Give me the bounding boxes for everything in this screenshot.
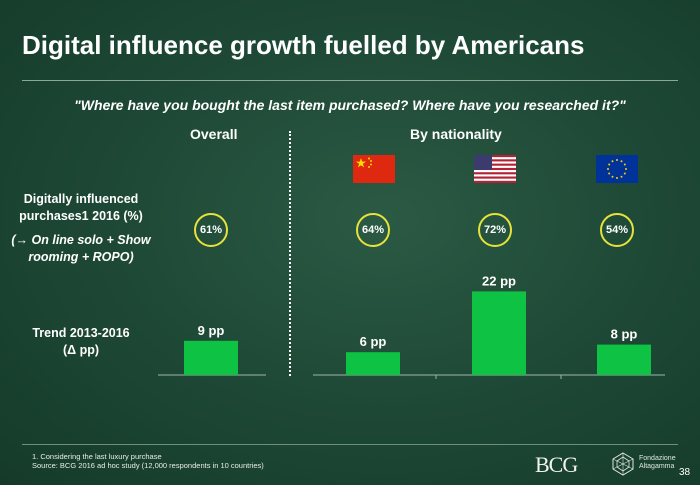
- trend-bar-label: 8 pp: [611, 327, 638, 342]
- slide-title: Digital influence growth fuelled by Amer…: [22, 30, 585, 60]
- row-label-note: (→ On line solo + Show: [6, 232, 156, 249]
- trend-row-label: Trend 2013-2016 (Δ pp): [6, 325, 156, 359]
- row-label-line: Trend 2013-2016: [32, 326, 130, 340]
- trend-bar-china: [346, 352, 400, 375]
- overall-header: Overall: [190, 126, 238, 142]
- row-label-note-text: rooming + ROPO): [28, 250, 134, 264]
- trend-bar-label: 22 pp: [482, 273, 516, 288]
- partner-name-line: Altagamma: [639, 463, 675, 470]
- altagamma-logo-text: Fondazione Altagamma: [639, 455, 676, 471]
- row-label-line: Digitally influenced: [23, 192, 139, 206]
- trend-bar-eu: [597, 344, 651, 375]
- trend-bar-label: 6 pp: [360, 334, 387, 349]
- china-flag-icon: [353, 155, 395, 183]
- partner-name-line: Fondazione: [639, 455, 676, 462]
- row-label-note-text: On line solo + Show: [31, 233, 151, 247]
- page-number: 38: [679, 467, 691, 478]
- bcg-logo: BCG: [535, 452, 578, 477]
- usa-percent-circle: 72%: [478, 213, 512, 247]
- altagamma-emblem-icon: [611, 452, 635, 476]
- trend-bar-label: 9 pp: [198, 323, 225, 338]
- digital-influence-row-label: Digitally influenced purchases1 2016 (%)…: [6, 191, 156, 266]
- source-line: Source: BCG 2016 ad hoc study (12,000 re…: [32, 461, 264, 470]
- footer-divider: [22, 444, 678, 445]
- trend-bar-usa: [472, 291, 526, 375]
- footnote: 1. Considering the last luxury purchase …: [32, 452, 264, 470]
- footnote-line: 1. Considering the last luxury purchase: [32, 452, 162, 461]
- arrow-icon: (→: [11, 233, 29, 247]
- overall-percent-circle: 61%: [194, 213, 228, 247]
- title-divider: [22, 80, 678, 81]
- eu-flag-icon: [596, 155, 638, 183]
- survey-question: "Where have you bought the last item pur…: [74, 97, 626, 113]
- china-percent-circle: 64%: [356, 213, 390, 247]
- section-divider: [289, 131, 291, 376]
- eu-percent-circle: 54%: [600, 213, 634, 247]
- trend-bar-overall: [184, 340, 238, 375]
- by-nationality-header: By nationality: [410, 126, 502, 142]
- row-label-line: purchases1 2016 (%): [19, 209, 143, 223]
- row-label-line: (Δ pp): [62, 343, 100, 357]
- usa-flag-icon: [474, 155, 516, 183]
